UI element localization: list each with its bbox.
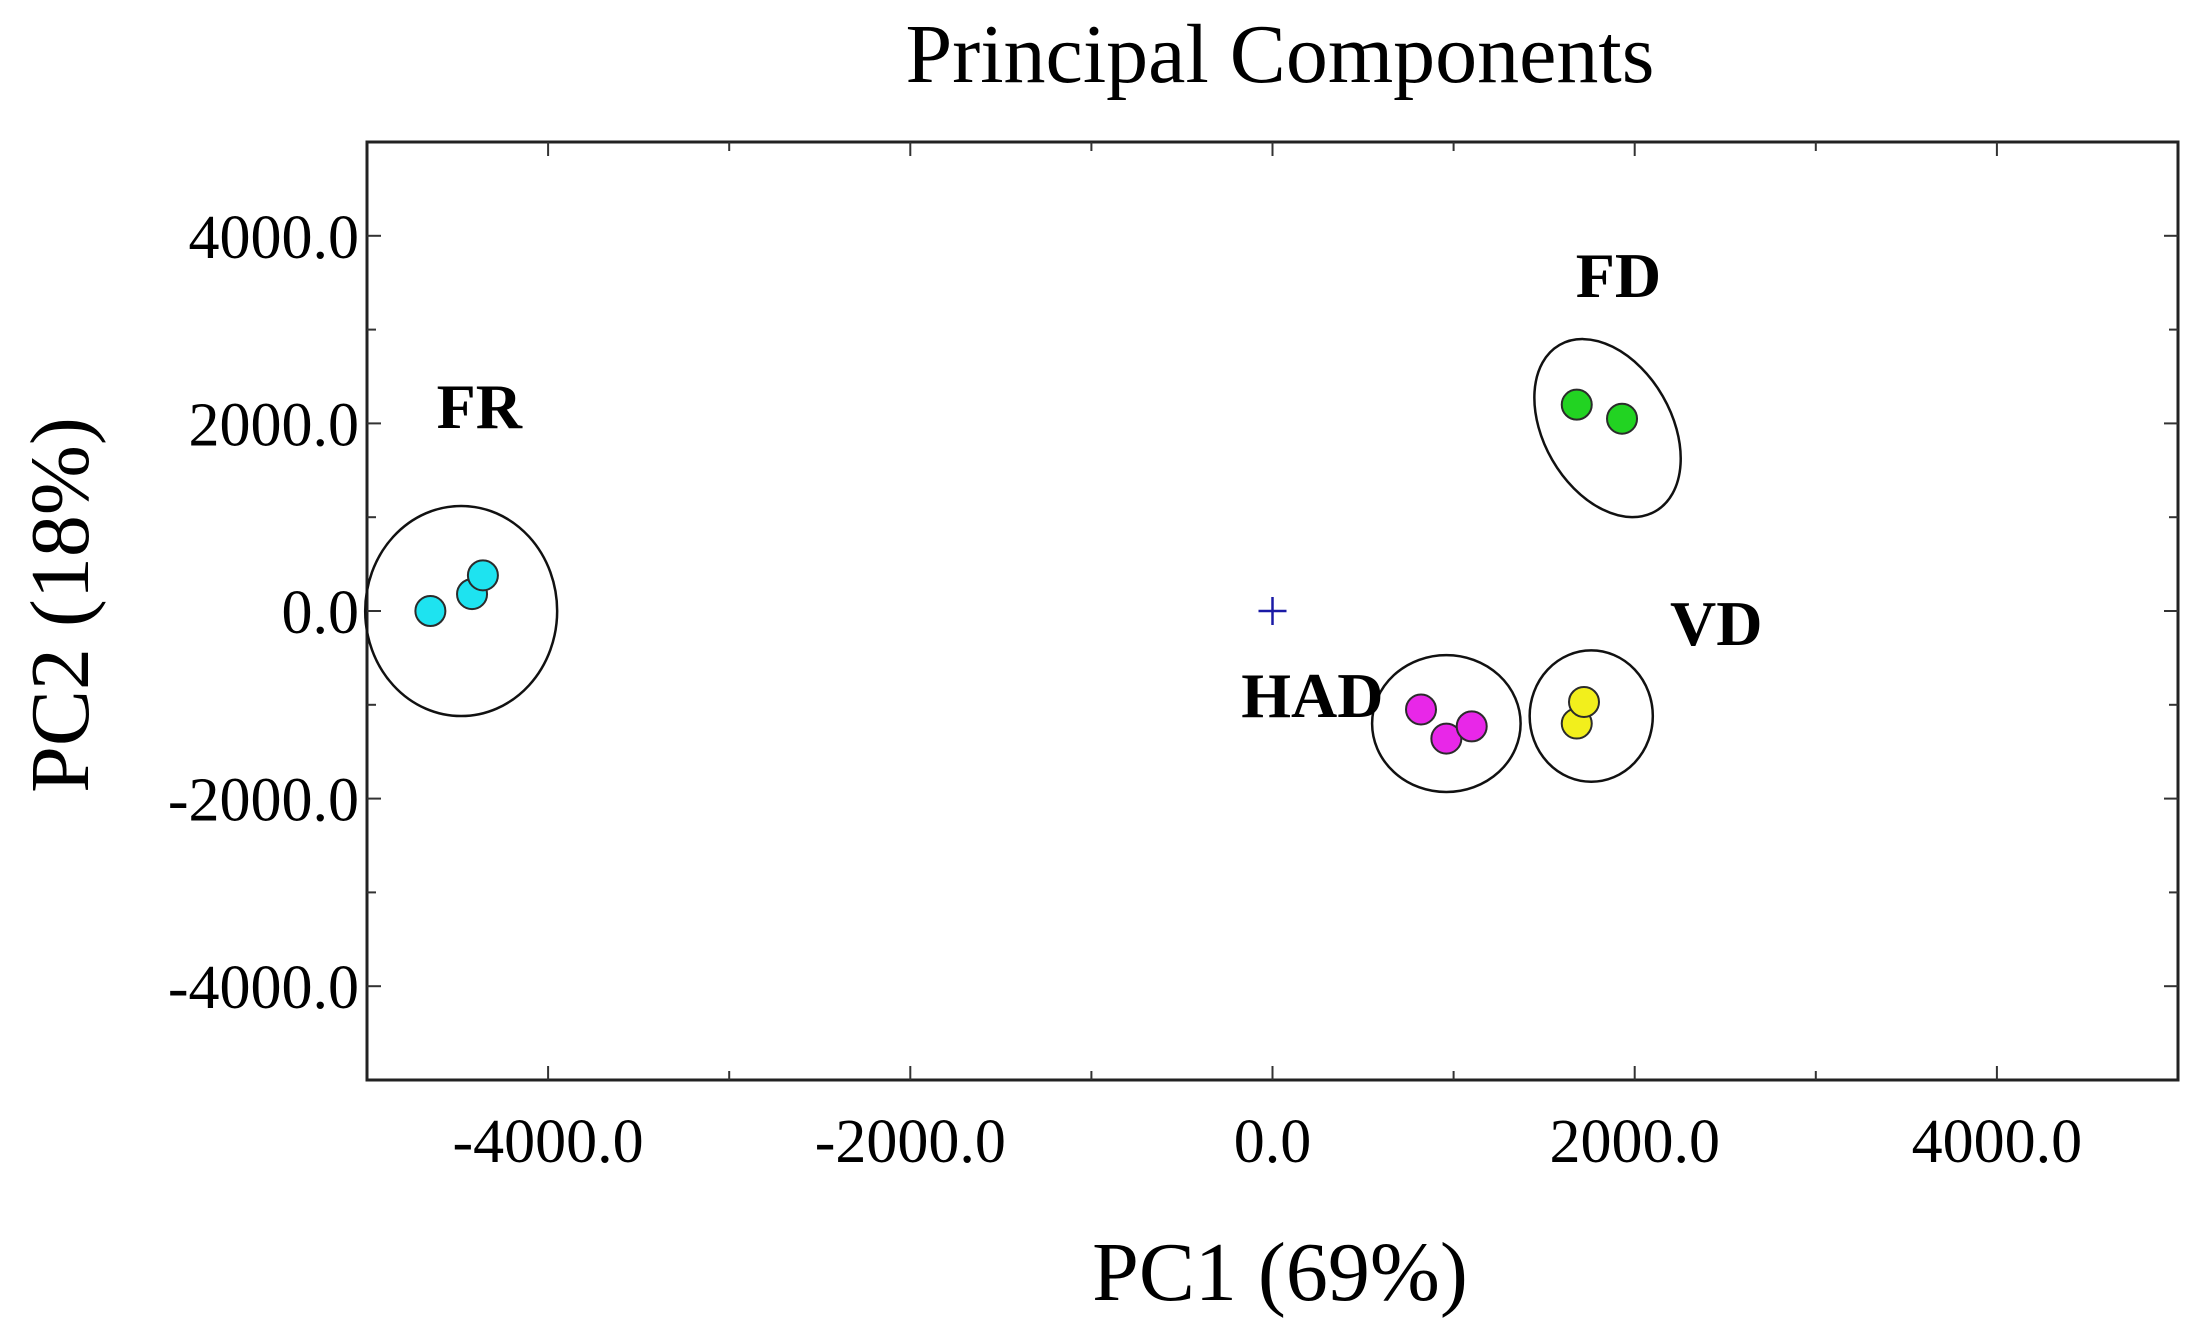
y-tick-label: -4000.0 (168, 954, 359, 1022)
point-fr (466, 559, 499, 592)
x-tick-label: 0.0 (1234, 1108, 1312, 1176)
data-points (414, 388, 1639, 755)
x-axis-label: PC1 (69%) (1092, 1226, 1468, 1319)
point-fr (414, 595, 447, 627)
point-vd (1567, 685, 1600, 718)
y-axis-label: PC2 (18%) (14, 417, 107, 793)
x-tick-label: -2000.0 (815, 1108, 1006, 1176)
group-label-vd: VD (1670, 588, 1762, 659)
point-fd (1606, 402, 1639, 435)
chart-title: Principal Components (906, 8, 1655, 101)
cluster-ellipses (363, 337, 1682, 794)
y-tick-label: 4000.0 (189, 204, 360, 272)
x-tick-label: -4000.0 (453, 1108, 644, 1176)
ellipse-fd (1533, 337, 1682, 519)
y-tick-label: -2000.0 (168, 767, 359, 835)
origin-marker (1258, 597, 1287, 625)
ticks: -4000.0 -2000.0 0.0 2000.0 4000.0 -4000.0 -200… (168, 142, 2178, 1176)
group-labels: FR FD HAD VD (437, 240, 1763, 731)
point-had (1455, 710, 1488, 743)
ellipse-had (1370, 653, 1522, 794)
point-had (1405, 693, 1438, 726)
group-label-fd: FD (1576, 240, 1661, 311)
point-fd (1560, 388, 1593, 421)
x-tick-label: 4000.0 (1912, 1108, 2083, 1176)
group-label-fr: FR (437, 371, 523, 442)
ellipse-fr (363, 504, 559, 718)
y-tick-label: 2000.0 (189, 391, 360, 459)
x-tick-label: 2000.0 (1549, 1108, 1720, 1176)
group-label-had: HAD (1241, 660, 1383, 731)
ellipse-vd (1528, 649, 1655, 783)
y-tick-label: 0.0 (282, 579, 360, 647)
